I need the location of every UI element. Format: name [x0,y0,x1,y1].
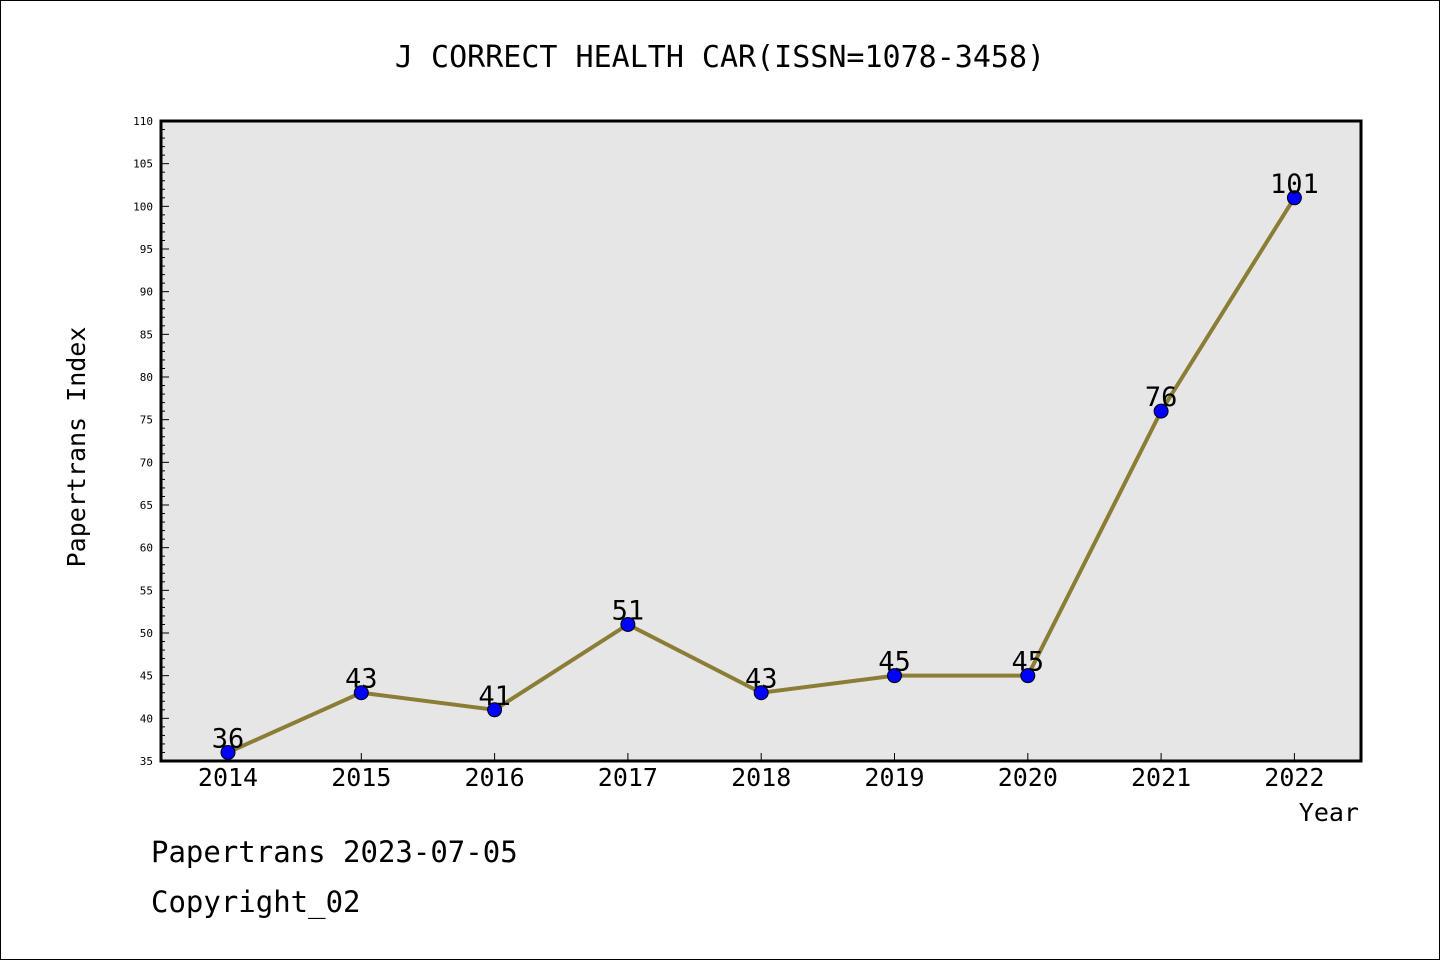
y-tick-label: 105 [133,158,153,171]
data-point-marker [1020,668,1036,684]
chart-title: J CORRECT HEALTH CAR(ISSN=1078-3458) [395,40,1045,75]
data-point-marker [1153,403,1169,419]
plot-border [159,119,1363,763]
y-tick-label: 35 [140,755,153,768]
plot-area [161,121,1361,761]
footer-copyright: Copyright_02 [151,885,361,919]
y-tick-label: 80 [140,371,153,384]
y-tick-label: 55 [140,584,153,597]
y-tick-label: 75 [140,414,153,427]
data-point-marker [887,668,902,684]
x-tick-label: 2017 [598,763,658,792]
y-tick-label: 110 [133,115,153,128]
x-tick-label: 2016 [464,763,524,792]
x-tick-label: 2015 [331,763,391,792]
y-tick-label: 70 [140,456,153,469]
data-points: 36 43 41 51 43 45 45 76 101 [212,169,1319,760]
y-axis-label: Papertrans Index [62,327,91,568]
y-tick-label: 100 [133,200,153,213]
data-label: 45 [1012,647,1045,678]
data-label: 76 [1145,382,1178,413]
y-tick-label: 40 [140,712,153,725]
data-point-marker [620,616,636,632]
footer-date: Papertrans 2023-07-05 [151,835,518,869]
x-tick-label: 2021 [1131,763,1191,792]
x-tick-label: 2019 [864,763,924,792]
y-tick-label: 85 [140,328,153,341]
data-label: 51 [612,595,645,626]
x-tick-label: 2014 [198,763,258,792]
y-tick-label: 45 [140,670,153,683]
data-point-marker [753,685,769,701]
x-tick-label: 2022 [1264,763,1324,792]
y-tick-label: 65 [140,499,153,512]
data-label: 45 [878,647,911,678]
data-label: 101 [1270,169,1319,200]
data-point-marker [353,685,369,701]
y-tick-label: 95 [140,243,153,256]
data-label: 43 [745,664,778,695]
y-axis: 35 40 45 50 55 60 65 70 75 80 85 90 95 100 105 110 [133,115,169,768]
x-axis-label: Year [1299,798,1359,827]
x-tick-label: 2018 [731,763,791,792]
y-tick-label: 60 [140,542,153,555]
data-point-marker [220,744,236,760]
y-tick-label: 50 [140,627,153,640]
data-label: 41 [478,681,511,712]
x-tick-label: 2020 [998,763,1058,792]
data-point-marker [487,702,503,718]
y-tick-label: 90 [140,286,153,299]
data-point-marker [1286,190,1302,206]
data-label: 36 [212,723,245,754]
data-label: 43 [345,664,378,695]
